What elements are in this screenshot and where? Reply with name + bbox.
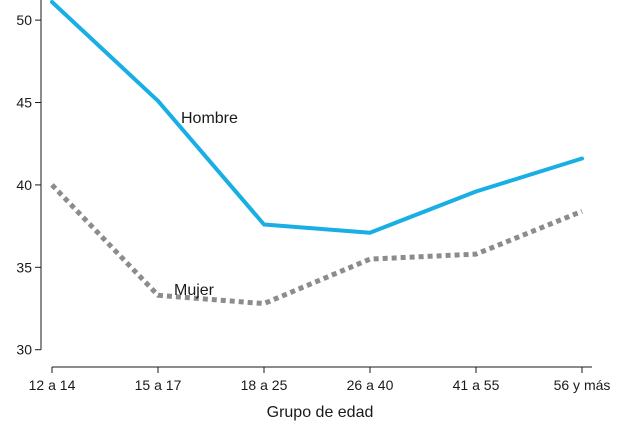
x-tick-label: 12 a 14 xyxy=(29,377,76,393)
y-tick-label: 30 xyxy=(16,342,32,358)
y-tick-label: 40 xyxy=(16,177,32,193)
x-axis: 12 a 14 15 a 17 18 a 25 26 a 40 41 a 55 56 y … xyxy=(29,366,611,393)
series-line-mujer xyxy=(50,183,583,307)
series-layer xyxy=(50,0,584,307)
x-axis-title: Grupo de edad xyxy=(267,404,374,421)
x-tick-label: 18 a 25 xyxy=(241,377,288,393)
x-tick-label: 15 a 17 xyxy=(135,377,182,393)
x-tick-label: 56 y más xyxy=(554,377,611,393)
y-tick-label: 35 xyxy=(16,259,32,275)
y-tick-label: 45 xyxy=(16,95,32,111)
y-axis: 30 35 40 45 50 xyxy=(16,0,42,358)
y-tick-label: 50 xyxy=(16,12,32,28)
series-label-hombre: Hombre xyxy=(181,110,238,127)
series-line-hombre xyxy=(50,0,584,235)
series-label-mujer: Mujer xyxy=(174,282,215,299)
x-tick-label: 26 a 40 xyxy=(347,377,394,393)
x-tick-label: 41 a 55 xyxy=(453,377,500,393)
